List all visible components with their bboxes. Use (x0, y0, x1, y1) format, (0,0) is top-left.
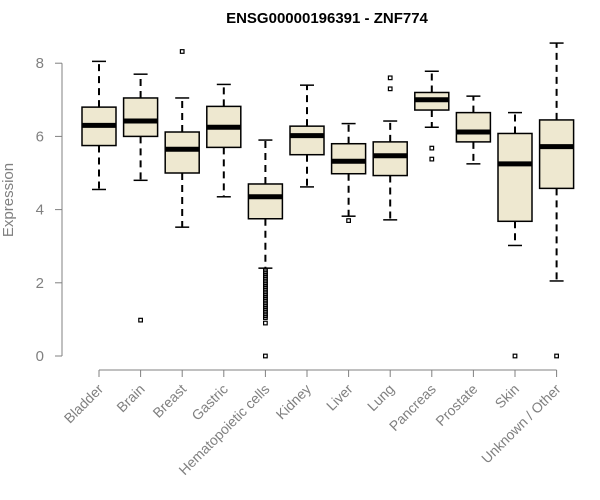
x-tick-label: Brain (113, 381, 147, 415)
box-group (372, 75, 408, 221)
box (455, 111, 492, 143)
box-group (206, 83, 242, 198)
outlier-point (554, 353, 559, 359)
outlier-point (263, 320, 268, 326)
box (497, 132, 533, 223)
box-group (414, 70, 450, 162)
box-group (497, 111, 533, 359)
box-group (538, 42, 575, 359)
outlier-point (346, 218, 351, 223)
box-group (81, 60, 117, 191)
outlier-point (263, 353, 268, 359)
outlier-point (429, 156, 435, 162)
outlier-point (387, 86, 393, 92)
box-group (122, 73, 159, 323)
outlier-point (179, 49, 185, 54)
chart-title: ENSG00000196391 - ZNF774 (226, 10, 428, 27)
x-tick-label: Prostate (432, 381, 480, 429)
box-group (330, 122, 367, 223)
y-tick-label: 2 (36, 275, 44, 292)
y-tick-label: 8 (36, 55, 44, 72)
x-tick-label: Liver (323, 381, 356, 414)
outlier-point (263, 315, 268, 320)
outlier-point (138, 317, 144, 323)
box (122, 97, 159, 138)
box (164, 131, 200, 174)
x-tick-label: Breast (149, 381, 189, 421)
y-axis-label: Expression (0, 163, 17, 237)
outlier-point (429, 145, 435, 151)
y-tick-label: 0 (36, 348, 44, 365)
x-tick-label: Lung (364, 381, 397, 414)
x-tick-label: Unknown / Other (478, 381, 564, 467)
y-tick-label: 6 (36, 128, 44, 145)
box (289, 125, 325, 156)
box-group (164, 49, 200, 228)
box-group (289, 84, 325, 188)
x-tick-label: Kidney (273, 381, 315, 423)
box-group (455, 95, 492, 165)
outlier-point (512, 353, 518, 359)
x-tick-label: Skin (492, 381, 523, 412)
x-tick-label: Bladder (61, 381, 107, 427)
y-axis: 0 2 4 6 8 (36, 55, 63, 365)
y-tick-label: 4 (36, 202, 44, 219)
boxes (81, 42, 575, 359)
box (538, 119, 575, 190)
box-group (247, 139, 284, 359)
box (330, 142, 367, 175)
box (247, 183, 284, 220)
box (372, 141, 408, 177)
outlier-point (387, 75, 393, 81)
